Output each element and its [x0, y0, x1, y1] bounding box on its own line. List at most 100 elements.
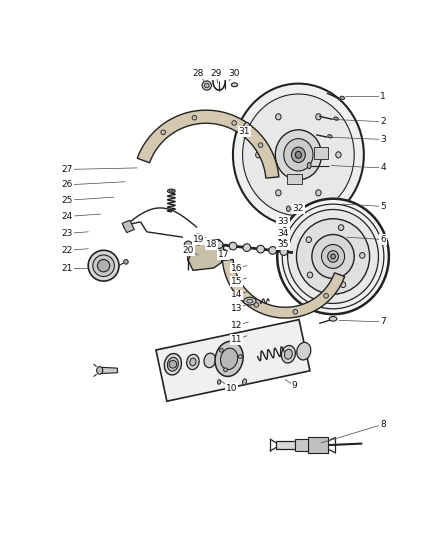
Ellipse shape [220, 348, 238, 369]
Ellipse shape [167, 358, 178, 371]
Ellipse shape [340, 96, 345, 100]
Ellipse shape [281, 345, 295, 363]
Circle shape [280, 248, 288, 255]
Ellipse shape [316, 190, 321, 196]
Ellipse shape [295, 151, 301, 158]
Ellipse shape [307, 163, 311, 168]
Ellipse shape [276, 130, 321, 180]
Polygon shape [156, 320, 310, 401]
Ellipse shape [170, 190, 173, 192]
Circle shape [269, 247, 276, 254]
Text: 12: 12 [231, 321, 243, 330]
Ellipse shape [297, 342, 311, 360]
Text: 29: 29 [210, 69, 222, 78]
Text: 19: 19 [193, 235, 204, 244]
Ellipse shape [306, 237, 311, 243]
Text: 14: 14 [231, 290, 243, 300]
Text: 21: 21 [62, 263, 73, 272]
Ellipse shape [256, 152, 261, 158]
Polygon shape [276, 441, 314, 449]
Ellipse shape [164, 353, 181, 375]
Circle shape [243, 244, 251, 252]
Polygon shape [287, 174, 302, 184]
Circle shape [324, 294, 328, 298]
Ellipse shape [243, 379, 247, 385]
Ellipse shape [233, 84, 364, 226]
Ellipse shape [190, 358, 196, 366]
Text: 35: 35 [277, 240, 289, 249]
Text: 34: 34 [277, 229, 289, 238]
Ellipse shape [97, 367, 103, 374]
Text: 32: 32 [293, 204, 304, 213]
Polygon shape [122, 220, 134, 232]
Ellipse shape [218, 379, 221, 384]
Ellipse shape [334, 117, 339, 120]
Ellipse shape [307, 272, 313, 278]
Text: 17: 17 [218, 251, 230, 260]
Ellipse shape [297, 219, 370, 294]
Circle shape [93, 255, 114, 277]
Ellipse shape [244, 297, 256, 305]
Ellipse shape [336, 152, 341, 158]
Circle shape [254, 303, 259, 307]
Circle shape [258, 143, 263, 148]
Circle shape [224, 368, 227, 372]
Text: 6: 6 [380, 235, 386, 244]
Text: 26: 26 [62, 180, 73, 189]
Ellipse shape [321, 245, 345, 269]
Text: 20: 20 [183, 246, 194, 255]
Ellipse shape [360, 253, 365, 259]
Text: 27: 27 [62, 165, 73, 174]
Ellipse shape [244, 123, 250, 132]
Text: 2: 2 [380, 117, 386, 126]
Polygon shape [188, 239, 224, 270]
Text: 33: 33 [277, 217, 289, 227]
Text: 10: 10 [226, 384, 237, 393]
Ellipse shape [331, 254, 336, 259]
Circle shape [231, 277, 235, 281]
Polygon shape [102, 367, 117, 374]
Ellipse shape [284, 139, 313, 171]
Text: 9: 9 [292, 381, 297, 390]
Circle shape [215, 241, 223, 248]
Ellipse shape [286, 206, 290, 212]
Circle shape [202, 81, 212, 90]
Ellipse shape [276, 190, 281, 196]
Ellipse shape [215, 341, 243, 376]
Polygon shape [137, 110, 279, 178]
Ellipse shape [282, 204, 384, 309]
Text: 3: 3 [380, 135, 386, 144]
Ellipse shape [194, 234, 202, 245]
Text: 15: 15 [231, 277, 243, 286]
Text: 25: 25 [62, 196, 73, 205]
Polygon shape [223, 260, 345, 318]
Polygon shape [294, 439, 308, 451]
Polygon shape [308, 438, 328, 453]
Ellipse shape [328, 135, 332, 138]
Ellipse shape [284, 349, 292, 359]
Ellipse shape [243, 94, 354, 216]
Text: 5: 5 [380, 202, 386, 211]
Circle shape [238, 354, 242, 358]
Circle shape [161, 130, 166, 135]
Text: 7: 7 [380, 318, 386, 326]
Ellipse shape [328, 251, 339, 262]
Ellipse shape [231, 83, 237, 87]
Circle shape [219, 349, 223, 352]
Text: 31: 31 [239, 127, 250, 136]
Circle shape [97, 260, 110, 272]
Ellipse shape [312, 235, 354, 278]
Ellipse shape [204, 353, 215, 368]
Ellipse shape [167, 189, 175, 193]
Text: 28: 28 [193, 69, 204, 78]
Ellipse shape [187, 354, 199, 369]
Text: 13: 13 [231, 304, 243, 313]
Ellipse shape [291, 147, 305, 163]
Ellipse shape [340, 282, 346, 288]
Circle shape [229, 243, 237, 250]
Ellipse shape [247, 299, 253, 303]
Circle shape [169, 360, 177, 368]
Text: 11: 11 [231, 335, 243, 344]
Circle shape [205, 83, 209, 88]
Ellipse shape [329, 317, 337, 321]
